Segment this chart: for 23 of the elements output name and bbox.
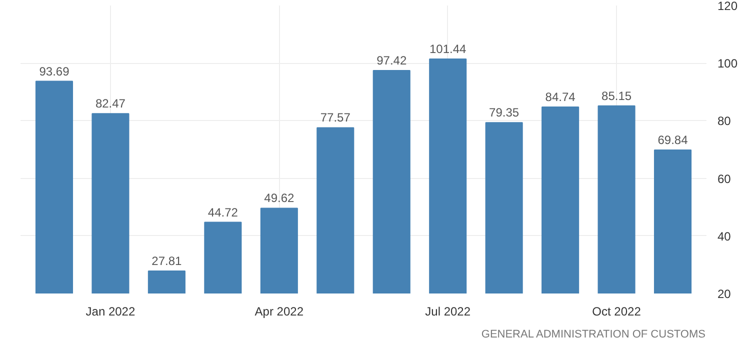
y-tick-label: 120	[718, 0, 738, 13]
data-label: 93.69	[39, 64, 70, 78]
data-label: 82.47	[95, 96, 126, 111]
data-label: 101.44	[429, 42, 467, 56]
x-tick-label: Apr 2022	[254, 304, 304, 318]
x-tick-label: Jan 2022	[86, 304, 136, 318]
data-label: 79.35	[489, 106, 520, 120]
data-label: 49.62	[264, 191, 294, 206]
data-label: 69.84	[658, 132, 688, 147]
data-label: 85.15	[602, 88, 632, 103]
y-tick-label: 100	[718, 56, 738, 71]
y-tick-label: 20	[718, 287, 732, 301]
text: GENERAL ADMINISTRATION OF CUSTOMS	[481, 328, 706, 340]
data-label: 44.72	[208, 205, 238, 220]
x-tick-label: Oct 2022	[592, 304, 642, 318]
data-label: 97.42	[376, 54, 407, 68]
data-label: 84.74	[545, 90, 576, 104]
data-label: 77.57	[320, 110, 351, 125]
y-tick-label: 80	[718, 114, 732, 128]
y-tick-label: 60	[718, 172, 732, 186]
x-tick-label: Jul 2022	[425, 304, 471, 318]
y-tick-label: 40	[718, 229, 732, 244]
data-label: 27.81	[152, 254, 182, 268]
